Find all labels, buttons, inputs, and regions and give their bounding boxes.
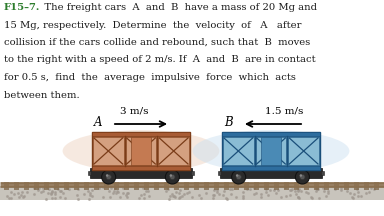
Bar <box>304 182 309 190</box>
Bar <box>134 182 139 190</box>
Bar <box>124 182 129 190</box>
Text: B: B <box>224 116 233 130</box>
Text: 15 Mg, respectively.  Determine  the  velocity  of   A   after: 15 Mg, respectively. Determine the veloc… <box>4 21 301 30</box>
Bar <box>14 182 19 190</box>
Bar <box>324 182 329 190</box>
Bar <box>214 182 219 190</box>
Bar <box>222 166 320 170</box>
Text: The freight cars  A  and  B  have a mass of 20 Mg and: The freight cars A and B have a mass of … <box>35 3 317 12</box>
Bar <box>224 182 229 190</box>
Bar <box>24 182 29 190</box>
Text: 1.5 m/s: 1.5 m/s <box>265 107 303 116</box>
Bar <box>114 182 119 190</box>
Text: collision if the cars collide and rebound, such that  B  moves: collision if the cars collide and reboun… <box>4 38 310 47</box>
Text: to the right with a speed of 2 m/s. If  A  and  B  are in contact: to the right with a speed of 2 m/s. If A… <box>4 56 316 65</box>
Text: 3 m/s: 3 m/s <box>120 107 148 116</box>
Circle shape <box>300 174 305 180</box>
Bar <box>274 182 279 190</box>
Bar <box>184 182 189 190</box>
Ellipse shape <box>63 130 219 172</box>
Bar <box>90 168 192 178</box>
Circle shape <box>106 174 108 177</box>
Ellipse shape <box>193 130 349 172</box>
Bar <box>0 186 384 200</box>
Bar <box>94 182 99 190</box>
Bar <box>204 182 209 190</box>
Bar <box>256 137 286 165</box>
Circle shape <box>106 174 111 180</box>
Circle shape <box>170 174 172 177</box>
Bar <box>222 132 320 136</box>
Bar <box>104 182 109 190</box>
Bar <box>164 182 169 190</box>
Bar <box>34 182 39 190</box>
Text: F15–7.: F15–7. <box>4 3 40 12</box>
Bar <box>84 182 89 190</box>
Text: between them.: between them. <box>4 91 79 100</box>
Text: for 0.5 s,  find  the  average  impulsive  force  which  acts: for 0.5 s, find the average impulsive fo… <box>4 73 296 82</box>
Bar <box>321 171 324 175</box>
Bar <box>126 137 156 165</box>
Bar <box>288 137 319 165</box>
Circle shape <box>166 170 179 184</box>
Bar <box>334 182 339 190</box>
Bar <box>54 182 59 190</box>
Bar <box>88 171 91 175</box>
Bar <box>64 182 69 190</box>
Bar <box>158 137 189 165</box>
Circle shape <box>102 170 116 184</box>
Bar <box>314 182 319 190</box>
Bar <box>223 137 254 165</box>
Bar <box>92 132 190 170</box>
Bar <box>92 166 190 170</box>
Bar <box>354 182 359 190</box>
Circle shape <box>236 174 241 180</box>
Circle shape <box>295 170 310 184</box>
Bar <box>174 182 179 190</box>
Bar <box>220 168 322 178</box>
Bar <box>144 182 149 190</box>
Bar <box>344 182 349 190</box>
Bar <box>294 182 299 190</box>
Bar <box>222 132 320 170</box>
Bar <box>44 182 49 190</box>
Circle shape <box>170 174 175 180</box>
Bar <box>374 182 379 190</box>
Circle shape <box>300 174 302 177</box>
Bar <box>93 137 124 165</box>
Bar <box>74 182 79 190</box>
Text: A: A <box>94 116 103 130</box>
Bar <box>264 182 269 190</box>
Bar <box>4 182 9 190</box>
Bar <box>194 182 199 190</box>
Bar <box>244 182 249 190</box>
Bar <box>234 182 239 190</box>
Bar <box>364 182 369 190</box>
Bar <box>154 182 159 190</box>
Bar <box>254 182 259 190</box>
Bar <box>92 132 190 136</box>
Bar <box>218 171 221 175</box>
Bar <box>131 137 151 165</box>
Circle shape <box>232 170 246 184</box>
Circle shape <box>236 174 238 177</box>
Bar <box>191 171 194 175</box>
Bar <box>284 182 289 190</box>
Bar <box>261 137 281 165</box>
